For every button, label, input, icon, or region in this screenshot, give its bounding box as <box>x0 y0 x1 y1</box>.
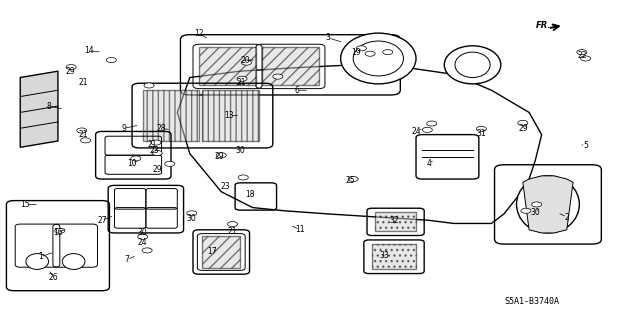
Text: 23: 23 <box>221 182 230 191</box>
Text: 21: 21 <box>237 78 246 87</box>
Text: 20: 20 <box>240 56 250 65</box>
Circle shape <box>242 60 251 65</box>
Bar <box>203 90 259 141</box>
Circle shape <box>165 161 175 166</box>
Text: 17: 17 <box>207 247 216 257</box>
Polygon shape <box>523 176 573 233</box>
Text: 10: 10 <box>127 159 137 168</box>
Text: 5: 5 <box>583 141 588 150</box>
Text: 24: 24 <box>411 127 421 136</box>
Circle shape <box>81 138 91 143</box>
Bar <box>262 47 319 85</box>
Circle shape <box>521 208 531 213</box>
Text: 11: 11 <box>295 225 305 234</box>
Text: 30: 30 <box>531 208 540 217</box>
Circle shape <box>239 175 248 180</box>
Text: 21: 21 <box>78 78 88 87</box>
Ellipse shape <box>517 176 579 233</box>
Circle shape <box>383 50 392 55</box>
Text: 30: 30 <box>186 214 196 223</box>
Text: 13: 13 <box>225 111 234 120</box>
Circle shape <box>531 202 541 207</box>
Text: 29: 29 <box>152 165 162 174</box>
Bar <box>143 90 199 141</box>
Circle shape <box>216 153 227 158</box>
Circle shape <box>151 140 161 145</box>
Text: 9: 9 <box>121 124 126 133</box>
Circle shape <box>152 150 162 156</box>
Circle shape <box>131 156 141 161</box>
Text: 6: 6 <box>294 86 299 95</box>
Circle shape <box>577 50 587 55</box>
Text: 29: 29 <box>215 152 224 161</box>
Text: 3: 3 <box>326 33 331 42</box>
Text: 16: 16 <box>53 228 62 237</box>
Text: 1: 1 <box>38 252 43 261</box>
Bar <box>375 212 416 231</box>
Text: 2: 2 <box>564 212 569 222</box>
Text: 29: 29 <box>66 67 75 76</box>
Ellipse shape <box>455 52 490 77</box>
Circle shape <box>348 177 358 181</box>
Text: 21: 21 <box>148 140 157 148</box>
Text: 30: 30 <box>235 146 245 155</box>
Text: 21: 21 <box>78 130 88 139</box>
Circle shape <box>144 83 154 88</box>
Circle shape <box>518 120 528 125</box>
Circle shape <box>66 65 76 69</box>
Text: 27: 27 <box>97 216 107 225</box>
Circle shape <box>55 228 65 233</box>
Text: FR.: FR. <box>536 21 551 30</box>
Text: 18: 18 <box>245 190 254 199</box>
Text: 12: 12 <box>194 28 204 38</box>
Circle shape <box>237 76 247 81</box>
Circle shape <box>365 51 375 56</box>
Bar <box>203 236 240 268</box>
Circle shape <box>476 126 487 132</box>
Text: 14: 14 <box>85 46 94 55</box>
Circle shape <box>77 128 87 133</box>
Text: 32: 32 <box>389 216 399 225</box>
Circle shape <box>427 121 437 126</box>
Text: 7: 7 <box>124 255 129 264</box>
Text: 24: 24 <box>138 238 148 247</box>
Text: 28: 28 <box>157 124 167 133</box>
Text: S5A1-B3740A: S5A1-B3740A <box>504 297 559 306</box>
Circle shape <box>138 234 148 239</box>
Circle shape <box>228 221 238 227</box>
Circle shape <box>273 74 283 79</box>
Text: 19: 19 <box>351 48 361 57</box>
Circle shape <box>106 58 116 63</box>
Text: 29: 29 <box>518 124 528 133</box>
Bar <box>199 47 256 85</box>
Text: 4: 4 <box>426 159 431 168</box>
Text: 25: 25 <box>345 176 355 185</box>
Text: 33: 33 <box>380 251 389 260</box>
Ellipse shape <box>444 46 501 84</box>
Circle shape <box>142 248 152 253</box>
Text: 26: 26 <box>49 273 58 282</box>
Text: 23: 23 <box>150 146 160 155</box>
Text: 21: 21 <box>227 227 237 236</box>
Circle shape <box>422 127 432 132</box>
Circle shape <box>187 211 197 216</box>
Ellipse shape <box>341 33 416 84</box>
Ellipse shape <box>26 253 49 269</box>
Ellipse shape <box>62 253 85 269</box>
Text: 8: 8 <box>46 101 51 111</box>
Circle shape <box>357 46 367 51</box>
Circle shape <box>581 56 591 61</box>
Text: 15: 15 <box>20 200 30 209</box>
Text: 31: 31 <box>476 129 485 138</box>
Bar <box>372 244 416 269</box>
Text: 30: 30 <box>138 228 148 237</box>
Ellipse shape <box>353 41 403 76</box>
Polygon shape <box>20 71 58 147</box>
Text: 22: 22 <box>578 51 587 60</box>
